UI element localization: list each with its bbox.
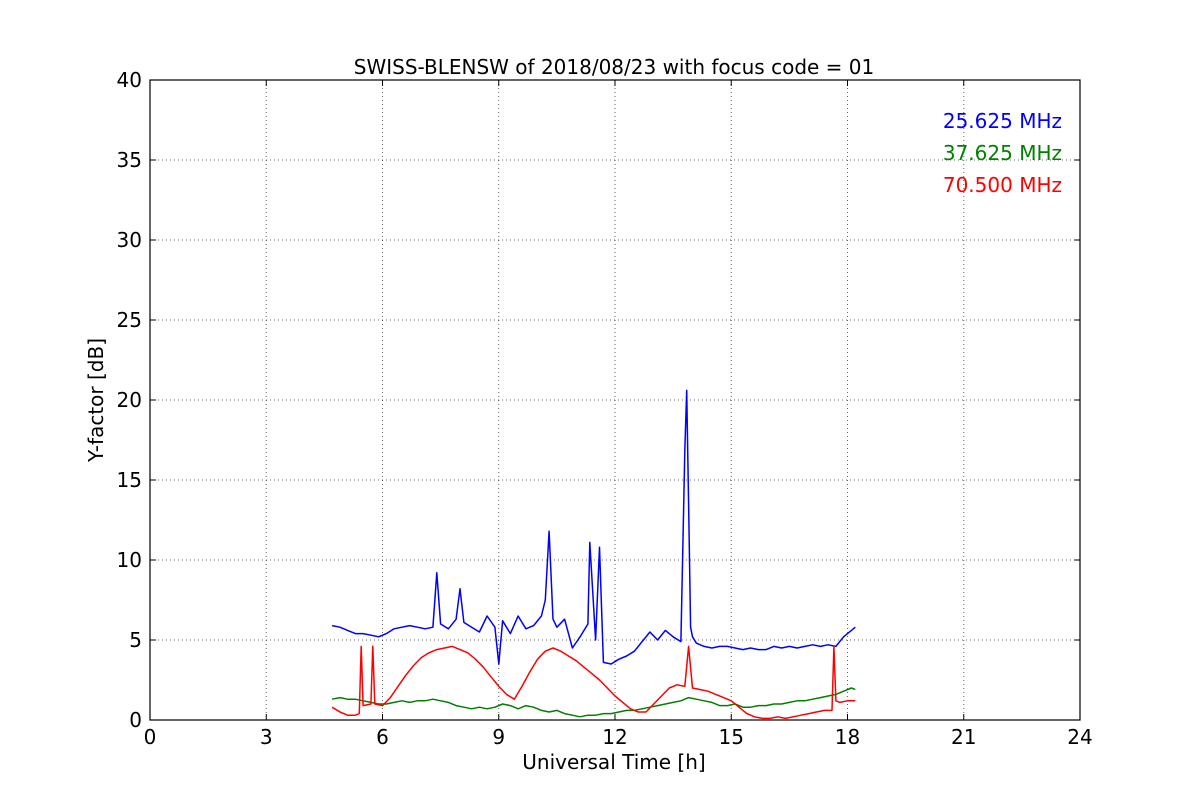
y-tick-label: 10 — [117, 548, 142, 572]
y-tick-label: 30 — [117, 228, 142, 252]
y-axis-label: Y-factor [dB] — [84, 338, 108, 463]
x-tick-label: 18 — [835, 725, 860, 749]
y-tick-label: 0 — [129, 708, 142, 732]
series-line-1 — [331, 389, 856, 665]
legend-entry-3: 70.500 MHz — [943, 173, 1062, 197]
x-tick-label: 12 — [602, 725, 627, 749]
y-tick-label: 5 — [129, 628, 142, 652]
x-tick-label: 21 — [951, 725, 976, 749]
grid-layer — [150, 80, 1080, 720]
x-tick-label: 0 — [144, 725, 157, 749]
legend-entry-2: 37.625 MHz — [943, 141, 1062, 165]
y-tick-label: 35 — [117, 148, 142, 172]
y-tick-label: 25 — [117, 308, 142, 332]
series-line-3 — [331, 645, 856, 720]
chart-title: SWISS-BLENSW of 2018/08/23 with focus co… — [354, 55, 875, 79]
legend-entry-1: 25.625 MHz — [943, 109, 1062, 133]
x-tick-label: 6 — [376, 725, 389, 749]
y-tick-label: 15 — [117, 468, 142, 492]
x-tick-label: 9 — [492, 725, 505, 749]
series-layer — [331, 389, 856, 720]
x-tick-label: 3 — [260, 725, 273, 749]
legend: 25.625 MHz 37.625 MHz 70.500 MHz — [943, 109, 1062, 197]
x-axis-label: Universal Time [h] — [522, 750, 705, 774]
y-tick-label: 40 — [117, 68, 142, 92]
x-tick-label: 24 — [1067, 725, 1092, 749]
series-line-2 — [331, 687, 856, 718]
x-tick-label: 15 — [719, 725, 744, 749]
tick-layer: 0 3 6 9 12 15 18 21 24 0 5 10 15 20 25 30 35 40 — [117, 68, 1093, 749]
y-tick-label: 20 — [117, 388, 142, 412]
